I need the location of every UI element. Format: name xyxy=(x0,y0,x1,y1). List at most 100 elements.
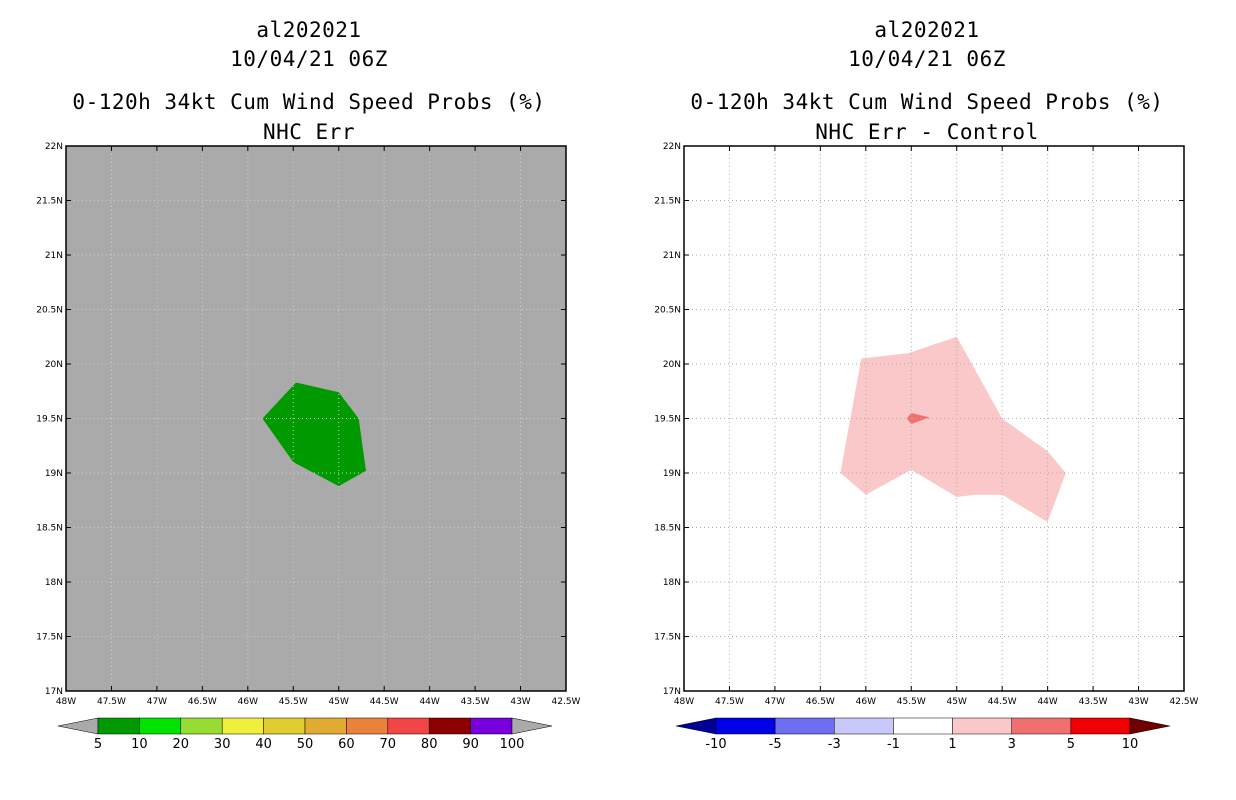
x-tick-label: 44.5W xyxy=(370,697,399,707)
colorbar-end-left xyxy=(57,717,99,735)
colorbar-end-right xyxy=(511,717,553,735)
x-tick-label: 43W xyxy=(1128,697,1148,707)
y-tick-label: 19N xyxy=(663,469,681,479)
probability-region-5-10 xyxy=(262,382,366,487)
colorbar-swatch xyxy=(952,717,1012,735)
colorbar-label: 5 xyxy=(94,737,102,752)
title-storm-id: al202021 xyxy=(874,18,980,42)
x-tick-label: 46.5W xyxy=(806,697,835,707)
colorbar-label: 60 xyxy=(338,737,355,752)
colorbar-label: 90 xyxy=(462,737,479,752)
y-tick-label: 17N xyxy=(45,687,63,697)
x-tick-label: 42.5W xyxy=(552,697,581,707)
x-tick-label: 43W xyxy=(510,697,530,707)
colorbar-end-left xyxy=(675,717,717,735)
title-product: 0-120h 34kt Cum Wind Speed Probs (%) xyxy=(72,90,546,114)
title-datetime: 10/04/21 06Z xyxy=(848,47,1006,71)
colorbar-swatch xyxy=(470,717,513,735)
colorbar-swatch xyxy=(97,717,140,735)
colorbar-swatch xyxy=(180,717,223,735)
colorbar-label: 10 xyxy=(131,737,148,752)
colorbar-swatch xyxy=(304,717,347,735)
x-tick-label: 45W xyxy=(329,697,349,707)
x-tick-label: 47W xyxy=(765,697,785,707)
colorbar-label: 3 xyxy=(1008,737,1016,752)
y-tick-label: 19.5N xyxy=(36,415,63,425)
colorbar-label: -10 xyxy=(705,737,726,752)
colorbar-label: 80 xyxy=(421,737,438,752)
y-tick-label: 18N xyxy=(45,578,63,588)
x-tick-label: 44W xyxy=(419,697,439,707)
x-tick-label: 43.5W xyxy=(461,697,490,707)
colorbar-swatch xyxy=(428,717,471,735)
colorbar-label: 20 xyxy=(173,737,190,752)
y-tick-label: 19N xyxy=(45,469,63,479)
colorbar-swatch xyxy=(221,717,264,735)
title-storm-id: al202021 xyxy=(256,18,362,42)
colorbar-label: 30 xyxy=(214,737,231,752)
x-tick-label: 48W xyxy=(56,697,76,707)
y-tick-label: 17N xyxy=(663,687,681,697)
colorbar-swatch xyxy=(1011,717,1072,735)
y-tick-label: 18N xyxy=(663,578,681,588)
x-tick-label: 42.5W xyxy=(1170,697,1199,707)
x-tick-label: 47.5W xyxy=(97,697,126,707)
title-subtitle: NHC Err - Control xyxy=(815,120,1039,144)
x-tick-label: 46W xyxy=(238,697,258,707)
x-tick-label: 44W xyxy=(1037,697,1057,707)
y-tick-label: 21.5N xyxy=(36,197,63,207)
y-tick-label: 21.5N xyxy=(654,197,681,207)
y-tick-label: 18.5N xyxy=(654,524,681,534)
colorbar-swatch xyxy=(387,717,430,735)
colorbar-swatch xyxy=(715,717,776,735)
colorbar-label: 10 xyxy=(1122,737,1139,752)
y-tick-label: 17.5N xyxy=(654,633,681,643)
probability-region-1-3 xyxy=(840,336,1066,522)
y-tick-label: 20N xyxy=(663,360,681,370)
x-tick-label: 45.5W xyxy=(279,697,308,707)
colorbar-swatch xyxy=(774,717,835,735)
x-tick-label: 45W xyxy=(947,697,967,707)
y-tick-label: 21N xyxy=(663,251,681,261)
title-datetime: 10/04/21 06Z xyxy=(230,47,388,71)
colorbar-swatch xyxy=(263,717,306,735)
colorbar-swatch xyxy=(139,717,182,735)
x-tick-label: 47W xyxy=(147,697,167,707)
y-tick-label: 21N xyxy=(45,251,63,261)
right-panel: al202021 10/04/21 06Z 0-120h 34kt Cum Wi… xyxy=(618,0,1236,800)
colorbar-label: -3 xyxy=(828,737,841,752)
colorbar-label: -5 xyxy=(769,737,782,752)
colorbar-swatch xyxy=(834,717,894,735)
colorbar-label: -1 xyxy=(887,737,900,752)
x-tick-label: 46W xyxy=(856,697,876,707)
right-chart: 48W 47.5W 47W 46.5W 46W 45.5W 45W 44.5W 44W 43.5W… xyxy=(654,142,1199,752)
x-tick-label: 47.5W xyxy=(715,697,744,707)
y-tick-label: 20.5N xyxy=(654,306,681,316)
title-product: 0-120h 34kt Cum Wind Speed Probs (%) xyxy=(690,90,1164,114)
colorbar-label: 40 xyxy=(255,737,272,752)
y-tick-label: 17.5N xyxy=(36,633,63,643)
x-tick-label: 46.5W xyxy=(188,697,217,707)
x-tick-label: 45.5W xyxy=(897,697,926,707)
colorbar-label: 1 xyxy=(948,737,956,752)
colorbar-label: 100 xyxy=(500,737,525,752)
x-tick-label: 44.5W xyxy=(988,697,1017,707)
probability-region-3-5 xyxy=(906,413,930,424)
colorbar-swatch xyxy=(893,717,953,735)
x-tick-label: 43.5W xyxy=(1079,697,1108,707)
left-chart: 48W 47.5W 47W 46.5W 46W 45.5W 45W 44.5W 44W 43.5W… xyxy=(36,142,581,752)
y-tick-label: 22N xyxy=(45,142,63,152)
left-panel: al202021 10/04/21 06Z 0-120h 34kt Cum Wi… xyxy=(36,18,581,752)
colorbar-label: 50 xyxy=(297,737,314,752)
colorbar-label: 5 xyxy=(1067,737,1075,752)
title-subtitle: NHC Err xyxy=(262,120,355,144)
colorbar-label: 70 xyxy=(380,737,397,752)
colorbar-swatch xyxy=(1070,717,1131,735)
y-tick-label: 22N xyxy=(663,142,681,152)
x-tick-label: 48W xyxy=(674,697,694,707)
y-tick-label: 19.5N xyxy=(654,415,681,425)
colorbar-end-right xyxy=(1129,717,1171,735)
y-tick-label: 20.5N xyxy=(36,306,63,316)
y-tick-label: 20N xyxy=(45,360,63,370)
colorbar-swatch xyxy=(346,717,389,735)
